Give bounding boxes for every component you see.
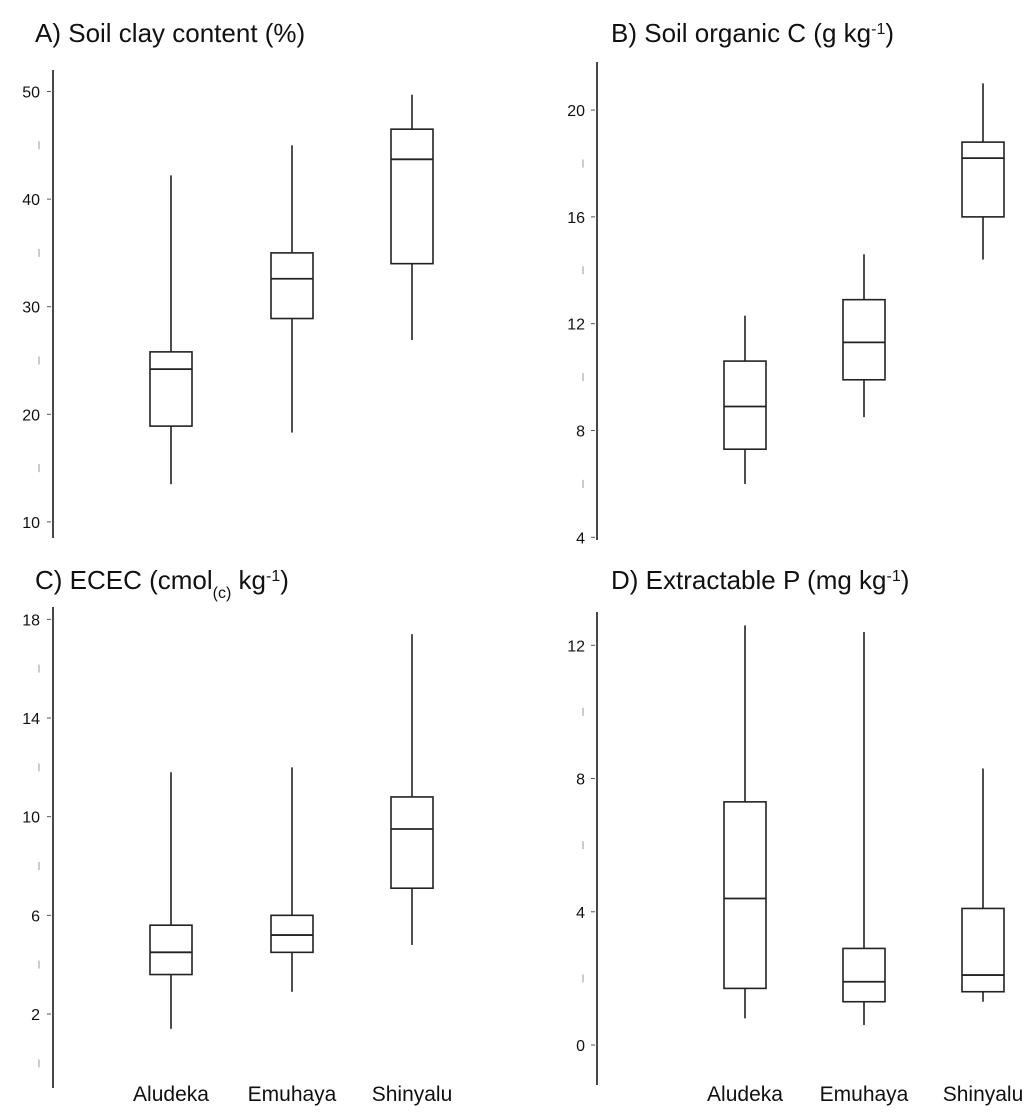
y-tick-label: 0 [576, 1038, 585, 1055]
y-tick-label: 30 [22, 300, 40, 317]
box-shinyalu [961, 907, 1005, 993]
panel-title: B) Soil organic C (g kg-1) [611, 18, 894, 48]
box-aludeka [723, 360, 767, 451]
y-tick-label: 2 [31, 1007, 40, 1024]
x-category-label: Aludeka [707, 1083, 783, 1106]
y-tick-label: 4 [576, 905, 585, 922]
panel-title: A) Soil clay content (%) [35, 18, 305, 48]
y-tick-label: 8 [576, 772, 585, 789]
box-aludeka [723, 801, 767, 990]
panel-d: D) Extractable P (mg kg-1) 0 4 8 12 Aludeka Em… [567, 565, 1023, 1106]
x-category-label: Shinyalu [372, 1083, 453, 1106]
box-emuhaya [842, 298, 886, 381]
y-tick-label: 16 [567, 210, 585, 227]
y-tick-label: 12 [567, 317, 585, 334]
x-category-label: Shinyalu [943, 1083, 1024, 1106]
y-tick-label: 40 [22, 192, 40, 209]
box-aludeka [149, 924, 193, 976]
y-tick-label: 4 [576, 530, 585, 547]
y-tick-label: 18 [22, 612, 40, 629]
box-emuhaya [270, 252, 314, 320]
box-emuhaya [842, 947, 886, 1003]
box-shinyalu [961, 141, 1005, 218]
x-category-label: Aludeka [133, 1083, 209, 1106]
x-category-label: Emuhaya [820, 1083, 909, 1106]
x-category-label: Emuhaya [248, 1083, 337, 1106]
y-tick-label: 10 [22, 810, 40, 827]
panel-b: B) Soil organic C (g kg-1) 4 8 12 16 20 [567, 18, 1005, 547]
y-tick-label: 20 [22, 407, 40, 424]
y-tick-label: 12 [567, 638, 585, 655]
box-emuhaya [270, 914, 314, 954]
box-aludeka [149, 351, 193, 427]
box-shinyalu [390, 128, 434, 265]
y-tick-label: 10 [22, 515, 40, 532]
box-shinyalu [390, 796, 434, 890]
y-tick-label: 20 [567, 103, 585, 120]
panel-title: D) Extractable P (mg kg-1) [611, 565, 909, 595]
y-tick-label: 8 [576, 424, 585, 441]
y-tick-label: 50 [22, 85, 40, 102]
y-tick-label: 6 [31, 908, 40, 925]
panel-c: C) ECEC (cmol(c) kg-1) 2 6 10 14 18 Aludeka Emu… [22, 565, 452, 1106]
panel-a: A) Soil clay content (%) 10 20 30 40 50 [22, 18, 434, 538]
y-tick-label: 14 [22, 711, 40, 728]
panel-title: C) ECEC (cmol(c) kg-1) [35, 565, 289, 602]
